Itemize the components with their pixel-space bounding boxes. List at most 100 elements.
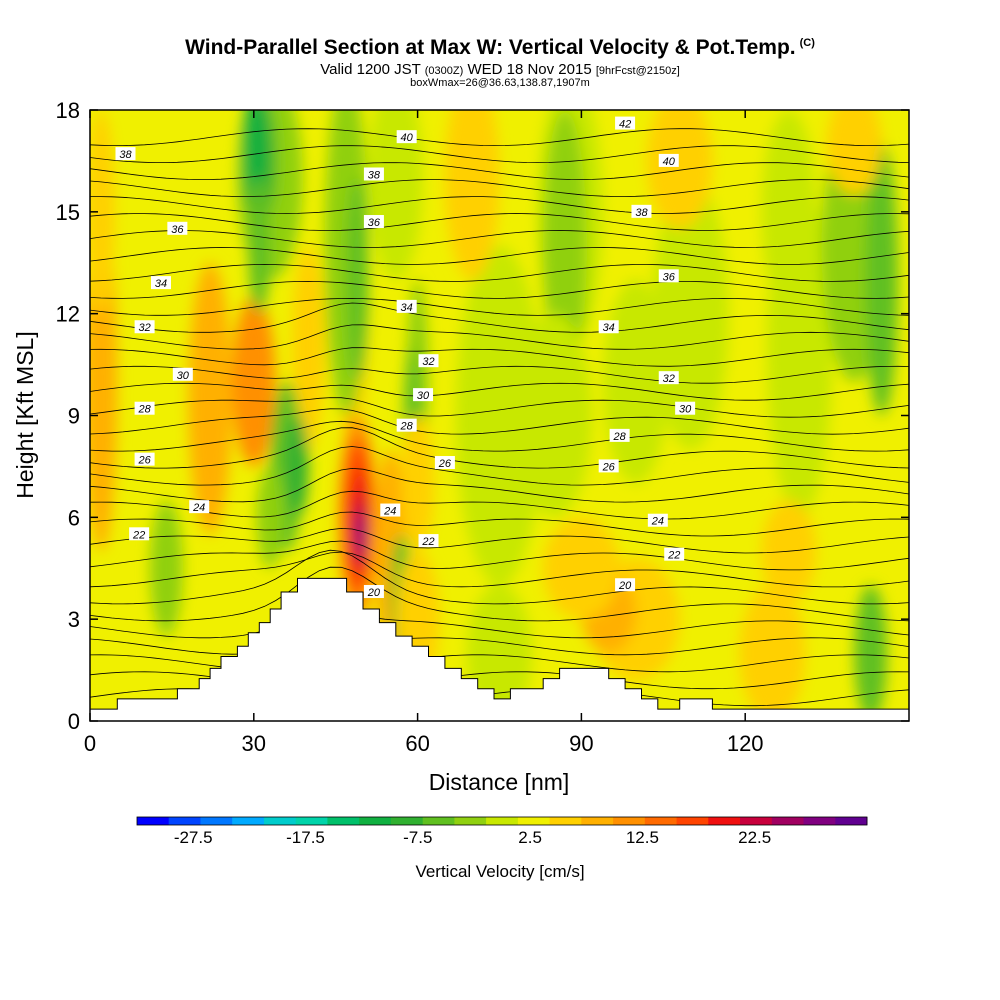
contour-label-bg [129,527,150,541]
contour-label: 20 [367,587,381,599]
contour-label-bg [167,221,188,235]
contour-label: 30 [679,404,692,416]
contour-label-bg [172,367,193,381]
colorbar-tick-label: -7.5 [403,828,432,847]
contour-label: 36 [171,224,184,236]
velocity-patch [455,245,544,586]
contour-label: 42 [619,119,631,131]
velocity-patch [231,296,276,467]
x-axis-title: Distance [nm] [429,769,570,795]
contour-label: 30 [177,370,190,382]
contour-label-bg [134,401,155,415]
colorbar-swatch [295,817,328,825]
colorbar-title: Vertical Velocity [cm/s] [415,862,585,881]
contour-line [90,280,909,299]
contour-label: 22 [421,536,434,548]
colorbar-swatch [708,817,741,825]
contour-line [90,467,909,503]
contour-label: 22 [667,550,680,562]
colorbar-swatch [454,817,487,825]
contour-label: 26 [137,455,151,467]
box-info: boxWmax=26@36.63,138.87,1907m [410,77,590,89]
contour-line [90,297,909,316]
contour-line [90,566,909,622]
contour-label-bg [363,585,384,599]
contour-label-bg [150,276,171,290]
contour-label: 36 [663,271,676,283]
y-tick-label: 12 [56,302,80,327]
contour-label-bg [631,204,652,218]
contour-line [90,408,909,435]
contour-line [90,302,909,333]
contour-line [90,420,909,452]
colorbar: -27.5 -17.5 -7.5 2.5 12.5 22.5 [136,816,868,847]
velocity-patch [543,517,620,620]
colorbar-swatch [486,817,519,825]
contour-line [90,631,909,656]
contour-label: 32 [663,373,675,385]
contour-label: 40 [663,156,676,168]
velocity-patch [646,110,713,229]
contour-label: 36 [368,217,381,229]
contour-line [90,196,909,214]
velocity-patch [286,415,309,518]
contour-label: 24 [192,502,205,514]
contour-label-bg [413,388,434,402]
x-tick-label: 60 [405,731,429,756]
contour-label: 38 [635,207,648,219]
colorbar-swatch [200,817,233,825]
x-tick-label: 90 [569,731,593,756]
contour-label-bg [396,130,417,144]
contour-line [90,247,909,265]
contour-label: 40 [401,132,414,144]
colorbar-swatch [137,817,170,825]
contour-line [90,213,909,231]
contour-line [90,145,909,164]
colorbar-swatch [422,817,455,825]
colorbar-swatch [613,817,646,825]
velocity-patch [188,262,232,535]
contour-label-bg [115,147,136,161]
colorbar-tick-label: 22.5 [738,828,771,847]
contour-line [90,527,909,554]
colorbar-swatch [264,817,297,825]
colorbar-swatch [327,817,360,825]
copyright-mark: (C) [799,37,815,49]
colorbar-swatch [835,817,868,825]
colorbar-frame [136,816,868,826]
contour-label: 22 [132,529,145,541]
contour-label-bg [418,354,439,368]
y-tick-label: 3 [68,607,80,632]
contour-line [90,540,909,571]
velocity-patch [854,585,888,721]
colorbar-swatch [549,817,582,825]
contour-label: 28 [137,404,151,416]
contour-label: 26 [602,461,616,473]
velocity-patch [444,110,500,280]
contour-label-bg [615,578,636,592]
y-axis-title: Height [Kft MSL] [12,331,38,498]
contour-line [90,162,909,181]
contour-label-bg [664,547,685,561]
contour-label-bg [598,459,619,473]
contour-line [90,490,909,520]
colorbar-swatch [168,817,201,825]
velocity-patch [256,466,284,569]
contour-label: 28 [612,431,626,443]
valid-prefix: Valid 1200 JST [320,61,421,78]
contour-label: 30 [417,390,430,402]
colorbar-tick-label: 2.5 [518,828,542,847]
x-tick-label: 120 [727,731,764,756]
colorbar-swatch [740,817,773,825]
chart-subtitle: Valid 1200 JST (0300Z) WED 18 Nov 2015 [… [0,61,1000,78]
colorbar-swatch [676,817,709,825]
x-axis-ticks: 0 30 60 90 120 [84,110,764,756]
contour-label-bg [609,428,630,442]
x-tick-label: 30 [242,731,266,756]
valid-zulu: (0300Z) [424,65,464,77]
contour-label-bg [658,371,679,385]
contour-line [90,427,909,469]
velocity-patch [90,110,115,314]
velocity-patch [368,110,424,280]
